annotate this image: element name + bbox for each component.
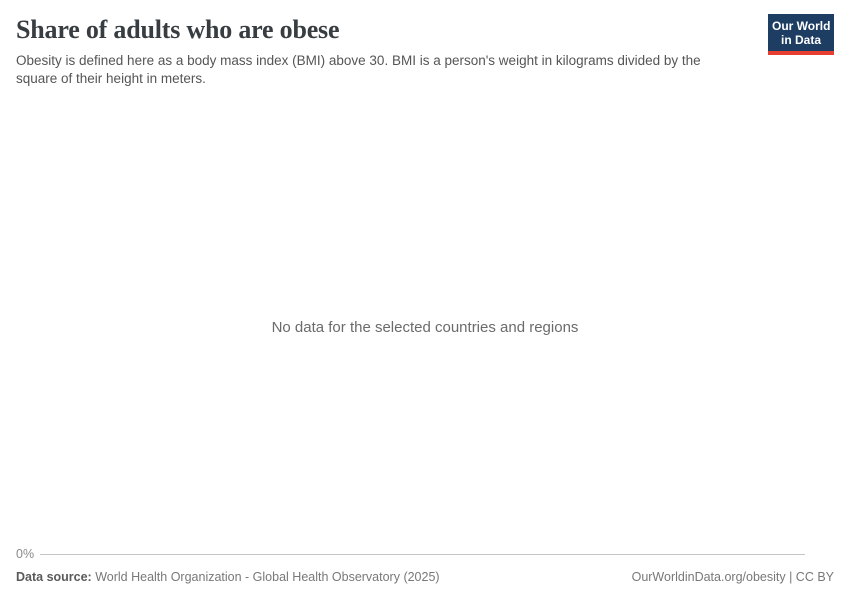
data-source-label: Data source:: [16, 570, 96, 584]
no-data-message: No data for the selected countries and r…: [271, 319, 579, 337]
plot-area: No data for the selected countries and r…: [16, 88, 834, 547]
y-axis-tick-label: 0%: [16, 547, 35, 561]
chart-footer: Data source: World Health Organization -…: [16, 570, 834, 584]
chart-title: Share of adults who are obese: [16, 15, 340, 44]
data-source-value: World Health Organization - Global Healt…: [95, 570, 440, 584]
axis-baseline: [40, 553, 805, 555]
data-source: Data source: World Health Organization -…: [16, 570, 440, 584]
owid-logo-line2: in Data: [780, 33, 821, 47]
owid-logo-line1: Our World: [772, 19, 831, 33]
chart-subtitle: Obesity is defined here as a body mass i…: [16, 53, 701, 87]
owid-logo[interactable]: Our World in Data: [768, 14, 834, 55]
title-block: Share of adults who are obese Obesity is…: [16, 14, 768, 88]
attribution-link[interactable]: OurWorldinData.org/obesity | CC BY: [631, 570, 834, 584]
x-axis-row: 0%: [16, 547, 834, 561]
chart-header: Share of adults who are obese Obesity is…: [16, 14, 834, 88]
